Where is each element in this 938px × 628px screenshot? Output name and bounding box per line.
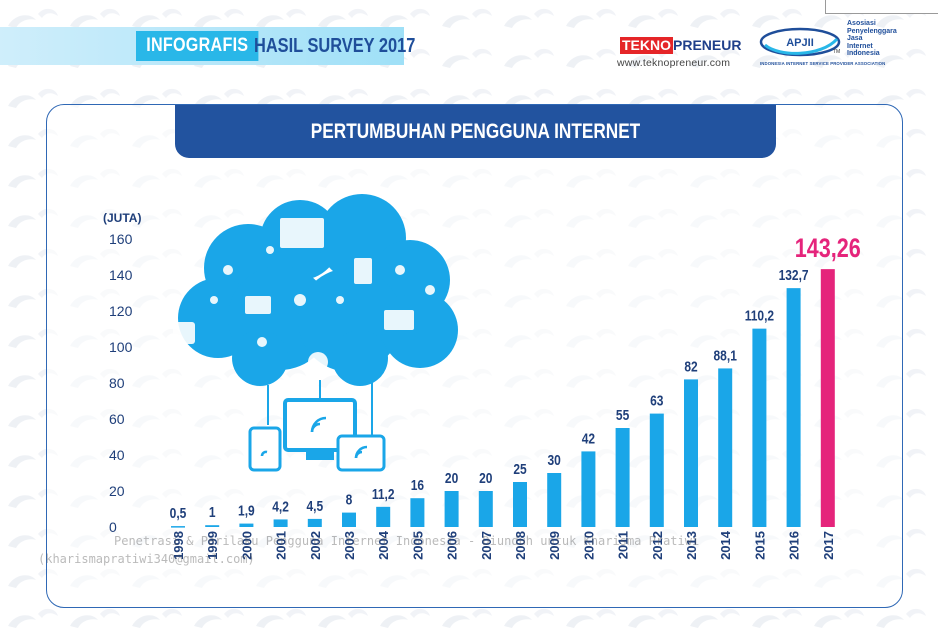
data-label-highlight: 143,26 (795, 234, 861, 264)
bar (547, 473, 562, 527)
data-label: 63 (650, 392, 664, 409)
bar (649, 413, 664, 527)
apjii-line: Jasa (847, 35, 863, 42)
x-tick-label: 2006 (445, 531, 460, 560)
data-label: 20 (445, 470, 458, 487)
chart-title-banner: PERTUMBUHAN PENGGUNA INTERNET (175, 105, 776, 158)
bar (718, 368, 733, 527)
bar (581, 451, 596, 527)
bar (513, 482, 527, 527)
y-tick-label: 20 (109, 483, 125, 499)
cloud-devices-illustration (173, 194, 458, 472)
bar-highlight (820, 269, 835, 527)
data-label: 42 (582, 430, 596, 447)
data-label: 0,5 (170, 505, 187, 522)
data-label: 8 (346, 491, 353, 508)
bar (615, 428, 630, 527)
y-tick-label: 80 (109, 375, 125, 391)
x-tick-label: 2009 (547, 531, 562, 560)
header-tag: INFOGRAFIS (136, 31, 259, 61)
x-tick-label: 2005 (410, 531, 425, 560)
apjii-logo-text: APJII (786, 37, 814, 49)
apjii-name-lines: Asosiasi Penyelenggara Jasa Internet Ind… (847, 20, 917, 58)
x-tick-label: 2000 (239, 531, 254, 560)
x-tick-label: 2014 (718, 530, 733, 560)
y-tick-label: 140 (109, 267, 133, 283)
bar (239, 523, 254, 527)
y-tick-label: 0 (109, 519, 117, 535)
apjii-line: Indonesia (847, 50, 880, 57)
x-tick-label: 2012 (650, 531, 665, 560)
data-label: 110,2 (745, 307, 775, 324)
data-label: 4,5 (306, 498, 323, 515)
y-tick-label: 40 (109, 447, 125, 463)
bar (171, 526, 185, 528)
x-tick-label: 1999 (205, 531, 220, 560)
bar (273, 519, 288, 527)
bar (307, 518, 322, 527)
x-tick-label: 2001 (274, 531, 289, 560)
bar (342, 512, 356, 527)
data-label: 4,2 (272, 498, 289, 515)
x-tick-label: 2013 (684, 531, 699, 560)
x-tick-label: 2017 (821, 531, 836, 560)
x-tick-label: 2011 (616, 531, 631, 559)
bar (752, 328, 767, 527)
corner-box (825, 0, 938, 14)
bar (205, 525, 220, 527)
x-tick-label: 2008 (513, 531, 528, 560)
x-tick-label: 2004 (376, 530, 391, 560)
x-tick-label: 2007 (479, 531, 494, 560)
bar (684, 379, 698, 527)
header-title: HASIL SURVEY 2017 (254, 35, 416, 57)
data-label: 55 (616, 407, 630, 424)
x-tick-label: 2010 (581, 531, 596, 560)
data-label: 1,9 (238, 502, 255, 519)
data-label: 88,1 (714, 347, 738, 364)
data-label: 132,7 (779, 267, 809, 284)
y-tick-label: 120 (109, 303, 133, 319)
data-label: 20 (479, 470, 492, 487)
x-tick-label: 2016 (787, 531, 802, 560)
logo-preneur-part: PRENEUR (673, 37, 742, 53)
y-axis-label: (JUTA) (103, 211, 141, 225)
logo-tekno-part: TEKNO (620, 37, 673, 54)
teknopreneur-logo: TEKNO PRENEUR (620, 37, 741, 55)
y-tick-label: 100 (109, 339, 133, 355)
bar (376, 506, 391, 527)
apjii-line: Internet (847, 42, 873, 50)
y-tick-label: 60 (109, 411, 125, 427)
x-tick-label: 2015 (752, 531, 767, 560)
apjii-logo: APJII (759, 27, 841, 57)
data-label: 11,2 (372, 486, 395, 503)
x-tick-label: 2003 (342, 531, 357, 560)
data-label: 82 (684, 358, 698, 375)
data-label: 16 (411, 477, 425, 494)
data-label: 1 (209, 504, 216, 521)
apjii-tm: TM (833, 49, 841, 55)
teknopreneur-url: www.teknopreneur.com (617, 57, 731, 69)
bar (410, 498, 425, 527)
x-tick-label: 2002 (308, 531, 323, 560)
y-tick-label: 160 (109, 231, 133, 247)
apjii-subtitle: INDONESIA INTERNET SERVICE PROVIDER ASSO… (760, 61, 886, 66)
chart-title: PERTUMBUHAN PENGGUNA INTERNET (310, 120, 641, 143)
apjii-line: Penyelenggara (847, 27, 897, 35)
data-label: 25 (513, 461, 527, 478)
bar (478, 491, 493, 527)
bar (444, 491, 459, 527)
data-label: 30 (548, 452, 561, 469)
apjii-line: Asosiasi (847, 20, 876, 27)
bar (786, 288, 801, 527)
x-tick-label: 1998 (171, 531, 186, 560)
